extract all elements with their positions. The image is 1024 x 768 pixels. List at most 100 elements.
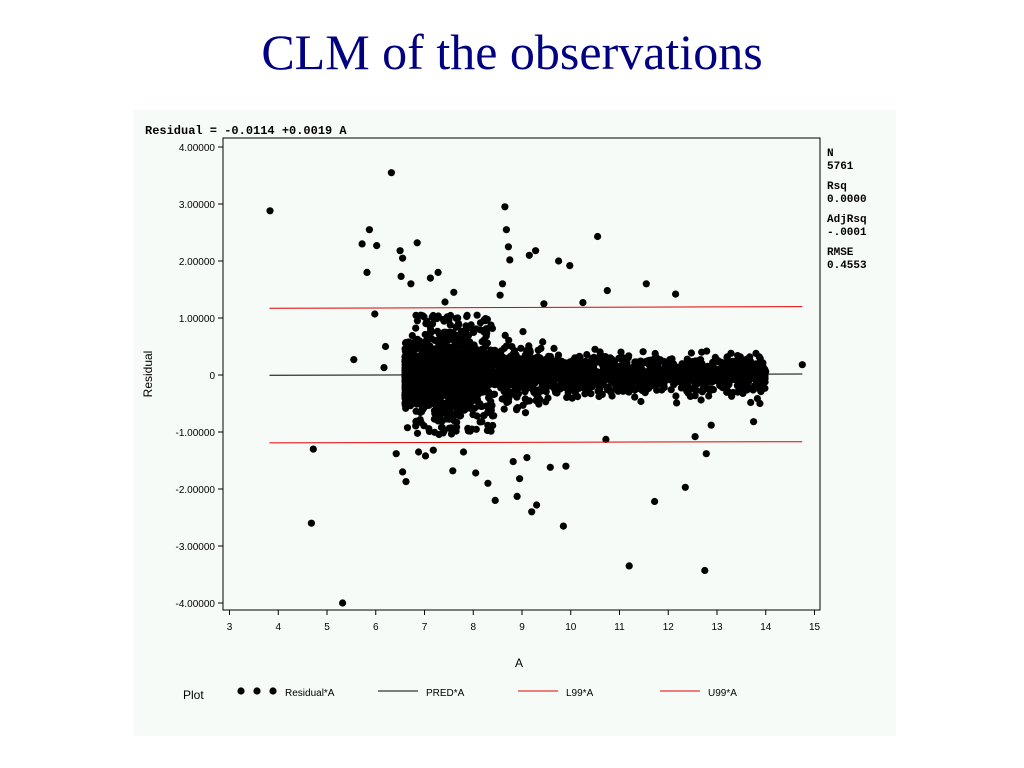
residual-point — [606, 354, 614, 362]
residual-point — [468, 405, 476, 413]
residual-point — [540, 360, 548, 369]
legend-label: U99*A — [708, 688, 737, 699]
residual-point — [651, 349, 659, 358]
residual-point — [307, 519, 315, 527]
residual-point — [727, 358, 735, 367]
residual-point — [627, 376, 635, 384]
residual-point — [431, 409, 439, 418]
residual-point — [433, 362, 441, 371]
residual-point — [439, 357, 448, 365]
residual-point — [500, 362, 508, 370]
residual-point — [459, 361, 467, 369]
residual-point — [440, 344, 448, 352]
legend-marker — [253, 687, 261, 695]
residual-point — [707, 421, 715, 429]
residual-point — [757, 388, 765, 396]
y-tick-label: -4.00000 — [176, 599, 216, 610]
residual-point — [523, 454, 531, 462]
x-axis-label: A — [515, 656, 523, 670]
residual-point — [485, 357, 493, 365]
residual-point — [371, 310, 379, 318]
regression-equation: Residual = -0.0114 +0.0019 A — [145, 124, 347, 138]
residual-point — [412, 417, 420, 425]
legend-title: Plot — [183, 688, 204, 702]
residual-point — [431, 345, 439, 353]
residual-point — [403, 346, 411, 354]
residual-point — [387, 169, 395, 177]
residual-point — [641, 388, 649, 396]
x-tick-label: 12 — [663, 622, 675, 633]
legend-marker — [237, 687, 245, 695]
residual-point — [697, 396, 705, 404]
residual-point — [516, 475, 524, 483]
residual-point — [550, 344, 558, 352]
chart-panel: Residual = -0.0114 +0.0019 A 4.00000 3.00… — [133, 110, 896, 736]
residual-point — [484, 479, 492, 487]
residual-point — [702, 450, 710, 458]
residual-point — [534, 386, 542, 394]
residual-point — [435, 352, 443, 360]
residual-point — [721, 366, 729, 374]
residual-point — [441, 315, 449, 323]
x-tick-label: 5 — [324, 622, 330, 633]
residual-point — [413, 239, 421, 247]
x-tick-label: 7 — [422, 622, 428, 633]
residual-point — [538, 370, 546, 378]
residual-point — [583, 351, 591, 359]
residual-point — [572, 365, 580, 373]
residual-point — [476, 368, 484, 376]
residual-point — [759, 364, 767, 372]
residual-point — [421, 346, 429, 354]
residual-point — [729, 388, 737, 397]
residual-point — [459, 448, 468, 456]
residual-point — [749, 386, 757, 394]
x-tick-label: 13 — [711, 622, 723, 633]
residual-point — [643, 369, 651, 378]
residual-point — [432, 404, 440, 412]
residual-point — [742, 381, 750, 389]
y-tick-label: 0 — [209, 371, 215, 382]
residual-point — [750, 366, 758, 374]
residual-point — [556, 385, 564, 393]
residual-point — [523, 347, 531, 355]
residual-point — [520, 376, 528, 384]
y-tick-label: -2.00000 — [176, 485, 216, 496]
residual-point — [429, 446, 437, 454]
residual-point — [456, 402, 464, 410]
residual-point — [557, 377, 565, 385]
residual-point — [407, 280, 415, 288]
residual-point — [422, 320, 430, 328]
residual-point — [399, 254, 407, 262]
residual-point — [408, 332, 416, 340]
x-tick-label: 9 — [519, 622, 525, 633]
residual-point — [476, 351, 484, 359]
residual-point — [392, 450, 400, 458]
residual-point — [462, 351, 470, 359]
residual-point — [401, 357, 409, 365]
residual-point — [484, 421, 492, 429]
stat-value: 0.0000 — [827, 194, 867, 206]
x-tick-label: 6 — [373, 622, 379, 633]
residual-point — [488, 412, 497, 420]
pred-line — [269, 373, 803, 376]
residual-point — [482, 363, 490, 371]
residual-point — [402, 394, 410, 402]
legend-marker — [269, 687, 277, 695]
residual-point — [708, 385, 716, 393]
residual-point — [634, 365, 642, 373]
residual-point — [440, 427, 448, 435]
residual-point — [500, 405, 508, 413]
residual-point — [761, 373, 769, 382]
residual-point — [513, 373, 522, 381]
residual-point — [631, 386, 639, 394]
residual-point — [671, 363, 679, 371]
residual-point — [498, 280, 507, 288]
residual-point — [509, 458, 517, 466]
residual-point — [467, 343, 475, 351]
residual-point — [723, 384, 731, 392]
residual-point — [479, 388, 487, 396]
residual-point — [756, 399, 764, 408]
residual-point — [711, 353, 719, 361]
residual-point — [467, 321, 475, 329]
residual-point — [546, 463, 554, 471]
